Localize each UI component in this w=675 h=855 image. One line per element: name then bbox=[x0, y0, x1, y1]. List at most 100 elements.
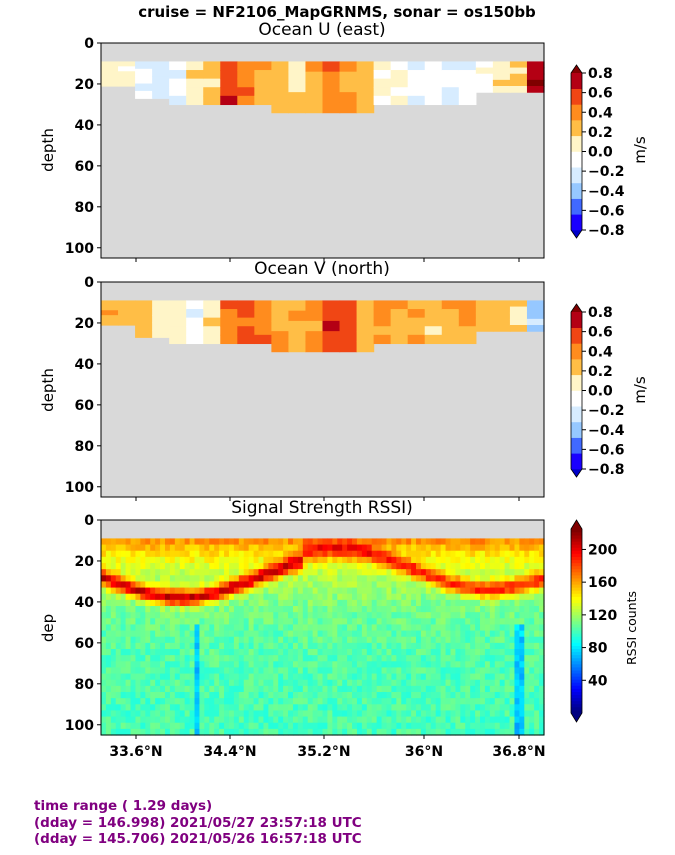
rssi-cell bbox=[219, 698, 225, 705]
rssi-cell bbox=[332, 581, 338, 589]
rssi-cell bbox=[110, 698, 117, 705]
rssi-cell bbox=[465, 679, 471, 687]
velocity-cell bbox=[373, 95, 392, 106]
rssi-cell bbox=[425, 692, 432, 699]
velocity-cell bbox=[373, 300, 392, 310]
rssi-cell bbox=[430, 636, 437, 644]
rssi-cell bbox=[455, 569, 461, 576]
rssi-cell bbox=[450, 624, 456, 632]
y-tick-label: 20 bbox=[75, 77, 95, 93]
rssi-cell bbox=[199, 692, 205, 699]
rssi-cell bbox=[125, 649, 132, 656]
rssi-cell bbox=[322, 569, 329, 576]
rssi-cell bbox=[484, 612, 491, 619]
rssi-cell bbox=[514, 556, 520, 564]
rssi-cell bbox=[189, 593, 196, 601]
rssi-cell bbox=[317, 728, 324, 736]
rssi-cell bbox=[445, 649, 452, 656]
colorbar-tick-label: 80 bbox=[588, 641, 608, 657]
rssi-cell bbox=[248, 575, 255, 583]
rssi-cell bbox=[258, 728, 265, 736]
rssi-cell bbox=[440, 655, 447, 662]
rssi-cell bbox=[406, 563, 412, 570]
rssi-cell bbox=[425, 716, 432, 724]
rssi-cell bbox=[361, 544, 368, 552]
rssi-cell bbox=[194, 575, 201, 583]
rssi-cell bbox=[179, 612, 186, 619]
rssi-cell bbox=[110, 569, 117, 576]
rssi-cell bbox=[199, 667, 205, 675]
rssi-cell bbox=[494, 599, 501, 607]
rssi-cell bbox=[253, 624, 260, 632]
rssi-cell bbox=[514, 630, 520, 638]
rssi-cell bbox=[406, 655, 412, 662]
rssi-cell bbox=[283, 642, 289, 650]
rssi-cell bbox=[125, 599, 132, 607]
colorbar-level bbox=[571, 88, 582, 105]
rssi-cell bbox=[470, 642, 476, 650]
rssi-cell bbox=[253, 599, 260, 607]
rssi-cell bbox=[455, 655, 461, 662]
rssi-cell bbox=[347, 667, 353, 675]
rssi-cell bbox=[120, 722, 127, 730]
velocity-cell bbox=[305, 331, 324, 342]
rssi-cell bbox=[332, 704, 338, 712]
rssi-cell bbox=[465, 556, 471, 564]
rssi-cell bbox=[381, 649, 388, 656]
rssi-cell bbox=[120, 649, 127, 656]
colorbar-segment bbox=[571, 614, 582, 619]
velocity-cell bbox=[509, 67, 528, 75]
rssi-cell bbox=[105, 704, 112, 712]
rssi-cell bbox=[342, 587, 348, 595]
rssi-cell bbox=[416, 704, 422, 712]
rssi-cell bbox=[371, 679, 378, 687]
rssi-cell bbox=[534, 698, 540, 705]
rssi-cell bbox=[356, 692, 363, 699]
rssi-cell bbox=[455, 538, 461, 546]
rssi-cell bbox=[322, 728, 329, 736]
rssi-cell bbox=[499, 544, 506, 552]
rssi-cell bbox=[120, 655, 127, 662]
rssi-cell bbox=[504, 599, 511, 607]
rssi-cell bbox=[386, 612, 393, 619]
rssi-cell bbox=[219, 685, 225, 693]
rssi-cell bbox=[224, 618, 230, 626]
rssi-cell bbox=[150, 710, 156, 718]
rssi-cell bbox=[248, 692, 255, 699]
rssi-cell bbox=[214, 587, 220, 595]
rssi-cell bbox=[391, 606, 397, 613]
rssi-cell bbox=[391, 698, 397, 705]
rssi-cell bbox=[411, 722, 417, 730]
rssi-cell bbox=[238, 575, 245, 583]
velocity-cell bbox=[424, 326, 443, 336]
velocity-cell bbox=[152, 61, 170, 70]
rssi-cell bbox=[120, 624, 127, 632]
velocity-cell bbox=[509, 306, 528, 314]
rssi-cell bbox=[115, 630, 122, 638]
rssi-cell bbox=[465, 642, 471, 650]
rssi-cell bbox=[155, 612, 161, 619]
rssi-cell bbox=[174, 655, 181, 662]
rssi-cell bbox=[376, 612, 383, 619]
colorbar-level bbox=[571, 327, 582, 344]
rssi-cell bbox=[445, 661, 452, 669]
rssi-cell bbox=[420, 593, 427, 601]
rssi-cell bbox=[361, 698, 368, 705]
rssi-cell bbox=[391, 544, 397, 552]
rssi-cell bbox=[110, 649, 117, 656]
rssi-cell bbox=[228, 704, 235, 712]
velocity-cell bbox=[322, 92, 341, 103]
rssi-cell bbox=[233, 593, 240, 601]
rssi-cell bbox=[228, 630, 235, 638]
rssi-cell bbox=[302, 563, 309, 570]
rssi-cell bbox=[356, 661, 363, 669]
rssi-cell bbox=[494, 667, 501, 675]
rssi-cell bbox=[430, 593, 437, 601]
rssi-cell bbox=[480, 698, 486, 705]
rssi-cell bbox=[425, 599, 432, 607]
y-tick-label: 20 bbox=[75, 554, 95, 570]
rssi-cell bbox=[445, 575, 452, 583]
colorbar-tick-label: 0.6 bbox=[588, 325, 613, 341]
rssi-cell bbox=[101, 704, 107, 712]
rssi-cell bbox=[209, 544, 215, 552]
